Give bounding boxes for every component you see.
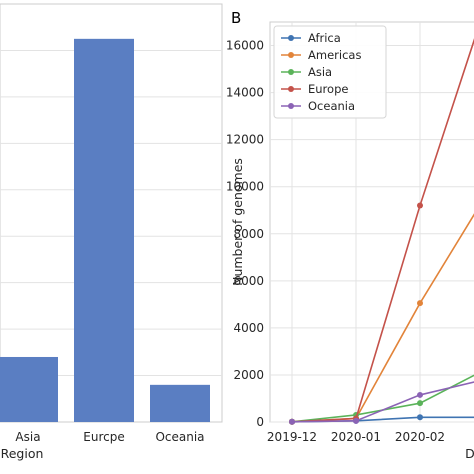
legend-label: Europe — [308, 82, 348, 96]
bar-chart-x-tick-labels: Asia Eurcpe Oceania — [15, 430, 204, 444]
legend-item-oceania: Oceania — [281, 99, 355, 113]
bar-chart-panel: Asia Eurcpe Oceania Region — [0, 3, 223, 461]
bar-chart-x-tick-label: Asia — [15, 430, 40, 444]
line-chart-y-tick-label: 10000 — [226, 180, 264, 194]
line-chart-y-tick-label: 8000 — [233, 227, 264, 241]
line-chart-y-tick-label: 0 — [256, 415, 264, 429]
line-chart-y-tick-label: 2000 — [233, 368, 264, 382]
legend-label: Asia — [308, 65, 332, 79]
bar-oceania — [150, 384, 210, 422]
bar-chart-bars — [0, 38, 210, 422]
line-chart-y-tick-label: 6000 — [233, 274, 264, 288]
line-chart-y-tick-label: 4000 — [233, 321, 264, 335]
legend-item-africa: Africa — [281, 31, 341, 45]
legend-item-asia: Asia — [281, 65, 332, 79]
series-point-oceania — [289, 418, 295, 425]
legend-label: Americas — [308, 48, 361, 62]
bar-asia — [0, 356, 58, 422]
line-chart-y-axis-label: Number of genomes — [230, 158, 245, 286]
legend-swatch-marker — [288, 69, 294, 75]
series-line-oceania — [291, 381, 474, 423]
line-chart-x-axis-label: D — [465, 446, 474, 461]
series-point-oceania — [417, 391, 423, 398]
line-chart-x-tick-label: 2020-02 — [395, 430, 445, 444]
line-chart-x-tick-label: 2020-01 — [331, 430, 381, 444]
legend-label: Africa — [308, 31, 341, 45]
series-point-asia — [417, 400, 423, 407]
legend-swatch-marker — [288, 86, 294, 92]
line-chart-legend: Africa Americas Asia Europe Oceania — [273, 25, 387, 119]
legend-swatch-marker — [288, 35, 294, 41]
bar-eurcpe — [74, 38, 134, 422]
line-chart-x-tick-label: 2019-12 — [267, 430, 317, 444]
series-point-oceania — [353, 417, 359, 424]
series-point-europe — [417, 202, 423, 209]
bar-chart-x-tick-label: Oceania — [155, 430, 204, 444]
line-chart-y-tick-label: 16000 — [226, 39, 264, 53]
legend-swatch-marker — [288, 52, 294, 58]
legend-item-americas: Americas — [281, 48, 361, 62]
legend-label: Oceania — [308, 99, 355, 113]
legend-swatch-marker — [288, 103, 294, 109]
legend-item-europe: Europe — [281, 82, 348, 96]
series-line-europe — [291, 38, 474, 423]
series-oceania — [289, 381, 474, 425]
series-point-americas — [417, 300, 423, 307]
bar-chart-x-tick-label: Eurcpe — [83, 430, 124, 444]
legend-frame — [273, 25, 387, 119]
line-chart-y-tick-label: 12000 — [226, 133, 264, 147]
panel-label-b: B — [231, 9, 241, 27]
line-chart-panel: B 0200040006000800010000120001400016000 … — [226, 9, 474, 461]
line-chart-series — [289, 38, 474, 425]
bar-chart-x-axis-label: Region — [1, 446, 44, 461]
line-chart-y-tick-label: 14000 — [226, 86, 264, 100]
line-chart-y-tick-labels: 0 2000 4000 6000 8000 10000 12000 14000 16000 — [226, 39, 264, 429]
series-point-africa — [417, 414, 423, 421]
